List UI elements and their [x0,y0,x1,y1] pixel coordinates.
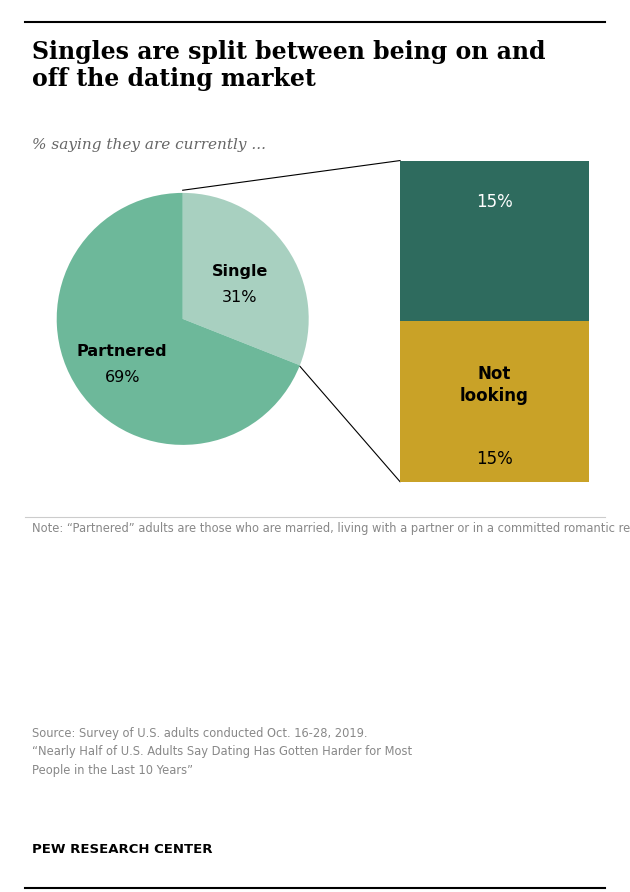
Text: 15%: 15% [476,450,513,468]
Text: % saying they are currently ...: % saying they are currently ... [32,138,265,153]
Text: 69%: 69% [105,370,140,385]
Wedge shape [57,193,300,445]
Text: 31%: 31% [222,290,258,305]
Text: Note: “Partnered” adults are those who are married, living with a partner or in : Note: “Partnered” adults are those who a… [32,522,630,535]
Text: Source: Survey of U.S. adults conducted Oct. 16-28, 2019.
“Nearly Half of U.S. A: Source: Survey of U.S. adults conducted … [32,727,411,777]
Wedge shape [183,193,309,365]
Text: Singles are split between being on and
off the dating market: Singles are split between being on and o… [32,40,545,91]
Text: Single: Single [212,264,268,278]
Text: 15%: 15% [476,194,513,211]
Text: Not
looking: Not looking [460,365,529,406]
Text: Partnered: Partnered [77,343,168,359]
Text: Looking: Looking [457,113,532,131]
Text: PEW RESEARCH CENTER: PEW RESEARCH CENTER [32,843,212,856]
